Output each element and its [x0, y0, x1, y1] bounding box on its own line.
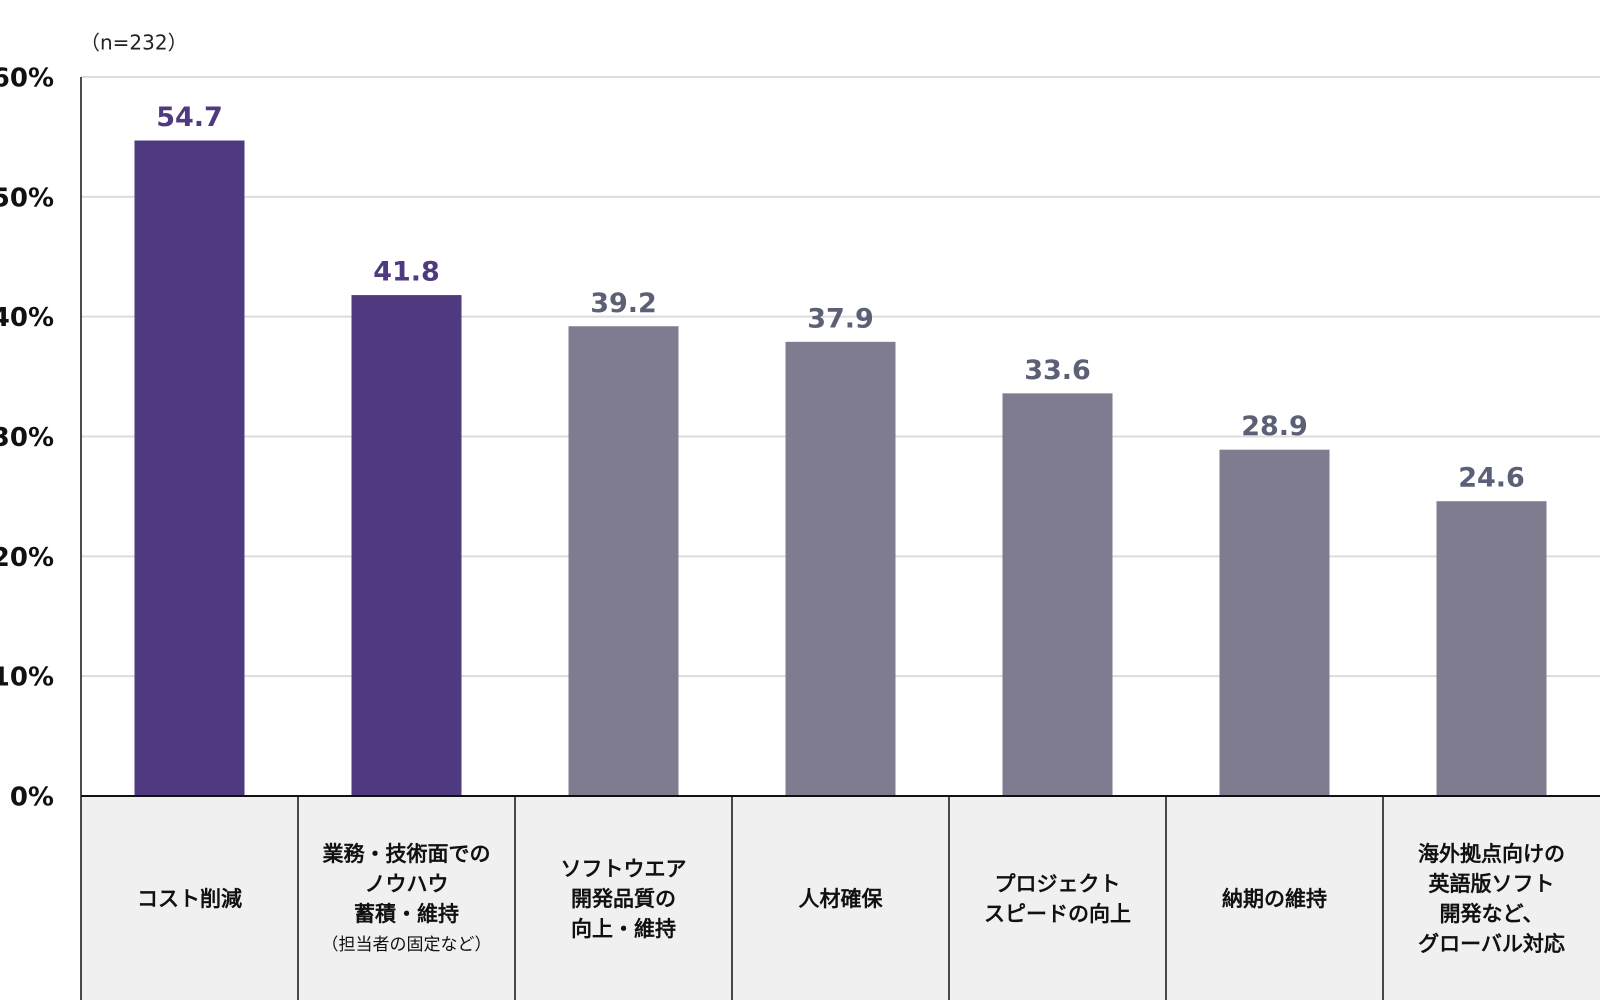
value-label: 33.6: [1024, 355, 1091, 386]
value-label: 28.9: [1241, 411, 1308, 442]
bar: [1002, 393, 1113, 796]
value-label: 24.6: [1458, 463, 1525, 494]
bar: [1436, 501, 1547, 796]
bar: [134, 140, 245, 797]
value-label: 54.7: [156, 102, 223, 133]
value-label: 39.2: [590, 288, 657, 319]
bar: [1219, 449, 1330, 796]
y-tick-label: 20%: [0, 543, 54, 573]
y-tick-label: 30%: [0, 423, 54, 453]
bar: [351, 295, 462, 796]
x-tick-label: プロジェクトスピードの向上: [984, 872, 1131, 926]
y-tick-label: 40%: [0, 303, 54, 333]
x-tick-label: コスト削減: [137, 887, 242, 911]
x-tick-label: 人材確保: [799, 887, 884, 911]
x-tick-label: ソフトウエア開発品質の向上・維持: [561, 857, 687, 941]
y-tick-label: 0%: [10, 783, 54, 813]
x-tick-label: 業務・技術面でのノウハウ蓄積・維持（担当者の固定など）: [322, 842, 492, 955]
sample-note: （n=232）: [80, 31, 188, 55]
category-area: [81, 796, 1600, 1000]
bar: [785, 341, 896, 796]
x-tick-label: 納期の維持: [1222, 887, 1327, 911]
value-label: 37.9: [807, 303, 874, 334]
y-tick-label: 50%: [0, 183, 54, 213]
y-tick-label: 10%: [0, 663, 54, 693]
x-tick-label: 海外拠点向けの英語版ソフト開発など、グローバル対応: [1418, 842, 1565, 956]
value-label: 41.8: [373, 257, 440, 288]
y-tick-label: 60%: [0, 64, 54, 94]
bar: [568, 326, 679, 796]
